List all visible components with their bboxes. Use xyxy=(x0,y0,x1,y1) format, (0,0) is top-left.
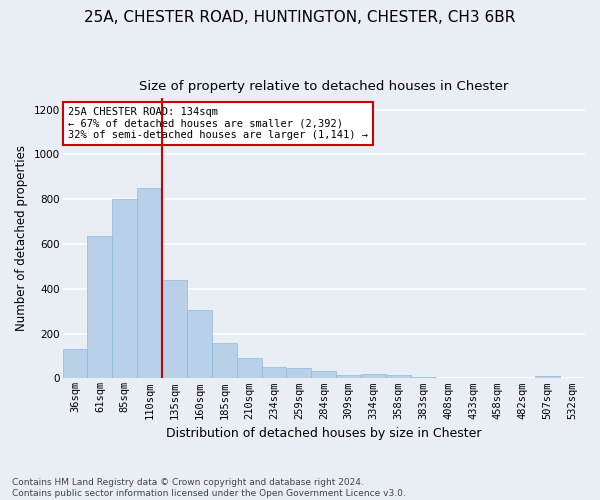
Bar xyxy=(112,199,137,378)
Bar xyxy=(311,370,336,378)
Bar xyxy=(212,343,237,378)
Text: 25A CHESTER ROAD: 134sqm
← 67% of detached houses are smaller (2,392)
32% of sem: 25A CHESTER ROAD: 134sqm ← 67% of detach… xyxy=(68,106,368,140)
Bar xyxy=(162,280,187,378)
Title: Size of property relative to detached houses in Chester: Size of property relative to detached ho… xyxy=(139,80,508,93)
Bar xyxy=(386,374,411,378)
Bar xyxy=(361,374,386,378)
Bar xyxy=(137,188,162,378)
Bar xyxy=(286,368,311,378)
Text: Contains HM Land Registry data © Crown copyright and database right 2024.
Contai: Contains HM Land Registry data © Crown c… xyxy=(12,478,406,498)
X-axis label: Distribution of detached houses by size in Chester: Distribution of detached houses by size … xyxy=(166,427,482,440)
Bar xyxy=(187,310,212,378)
Bar xyxy=(336,375,361,378)
Y-axis label: Number of detached properties: Number of detached properties xyxy=(15,146,28,332)
Bar xyxy=(88,236,112,378)
Bar xyxy=(62,350,88,378)
Bar xyxy=(237,358,262,378)
Bar xyxy=(411,376,436,378)
Bar xyxy=(262,367,286,378)
Text: 25A, CHESTER ROAD, HUNTINGTON, CHESTER, CH3 6BR: 25A, CHESTER ROAD, HUNTINGTON, CHESTER, … xyxy=(85,10,515,25)
Bar xyxy=(535,376,560,378)
